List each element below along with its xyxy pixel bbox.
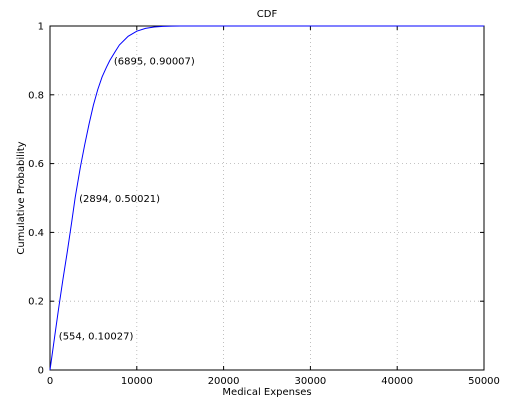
chart-title: CDF	[257, 9, 278, 20]
x-tick-label: 50000	[468, 376, 500, 387]
y-tick-label: 0.4	[28, 228, 44, 239]
x-tick-label: 30000	[294, 376, 326, 387]
grid-lines	[50, 26, 484, 370]
x-tick-label: 20000	[208, 376, 240, 387]
point-annotation: (6895, 0.90007)	[114, 56, 195, 67]
y-axis-label: Cumulative Probability	[16, 141, 27, 254]
cdf-series-line	[49, 25, 484, 371]
y-tick-label: 0.6	[28, 159, 44, 170]
x-tick-label: 40000	[381, 376, 413, 387]
axis-ticks: 0 10000 20000 30000 40000 50000 0 0.2 0.4 0.6 0.8 1	[28, 22, 500, 388]
y-tick-label: 0.2	[28, 297, 44, 308]
y-tick-label: 1	[38, 22, 44, 33]
x-tick-label: 0	[47, 376, 53, 387]
y-tick-label: 0	[38, 366, 44, 377]
y-tick-label: 0.8	[28, 90, 44, 101]
point-annotation: (554, 0.10027)	[59, 332, 134, 343]
point-annotation: (2894, 0.50021)	[79, 194, 160, 205]
x-tick-label: 10000	[121, 376, 153, 387]
annotations: (554, 0.10027) (2894, 0.50021) (6895, 0.90…	[59, 56, 195, 342]
x-axis-label: Medical Expenses	[222, 387, 311, 398]
